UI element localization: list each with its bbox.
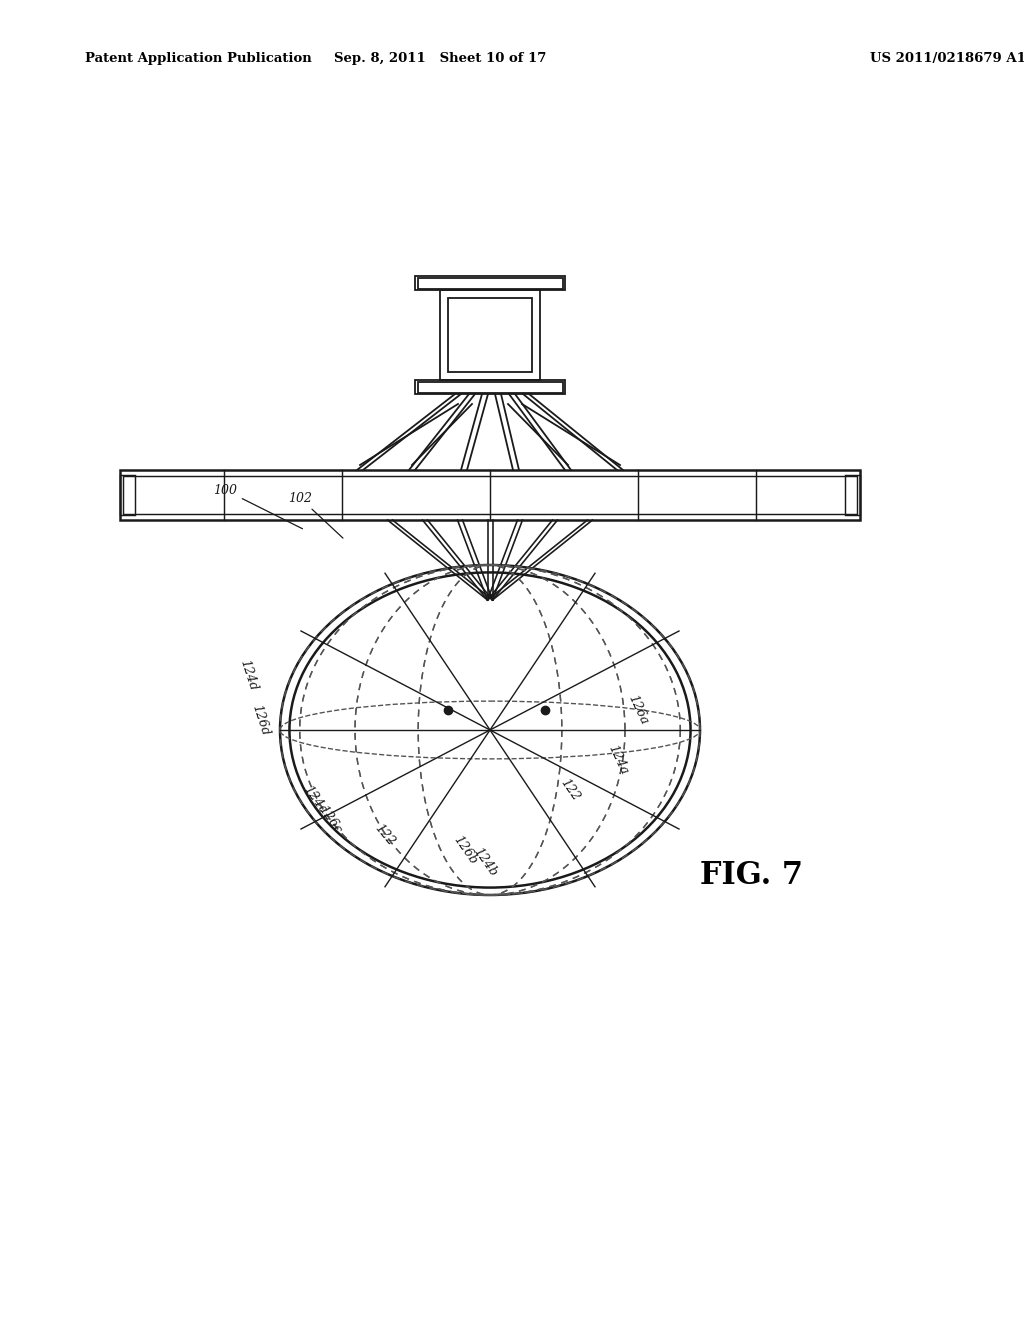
Text: 126b: 126b [451,833,479,867]
Text: FIG. 7: FIG. 7 [700,861,803,891]
Text: 102: 102 [288,491,343,539]
Bar [120,470,860,520]
Bar [415,276,565,290]
Text: 124d: 124d [237,657,259,692]
Text: Patent Application Publication: Patent Application Publication [85,51,311,65]
Text: 126d: 126d [249,702,271,738]
Text: 122: 122 [558,776,583,804]
Text: 124b: 124b [470,845,500,879]
Bar [120,475,135,515]
Bar [418,277,562,289]
Text: US 2011/0218679 A1: US 2011/0218679 A1 [870,51,1024,65]
Bar [415,380,565,393]
Text: 100: 100 [213,483,302,529]
Text: 126a: 126a [626,693,650,727]
Bar [123,477,857,513]
Bar [845,475,860,515]
Bar [440,290,540,380]
Text: 124a: 124a [605,743,631,777]
Text: 126c: 126c [315,804,344,837]
Bar [449,298,532,372]
Text: 122: 122 [373,821,397,849]
Bar [418,381,562,392]
Text: Sep. 8, 2011   Sheet 10 of 17: Sep. 8, 2011 Sheet 10 of 17 [334,51,546,65]
Text: 124c: 124c [301,784,329,817]
